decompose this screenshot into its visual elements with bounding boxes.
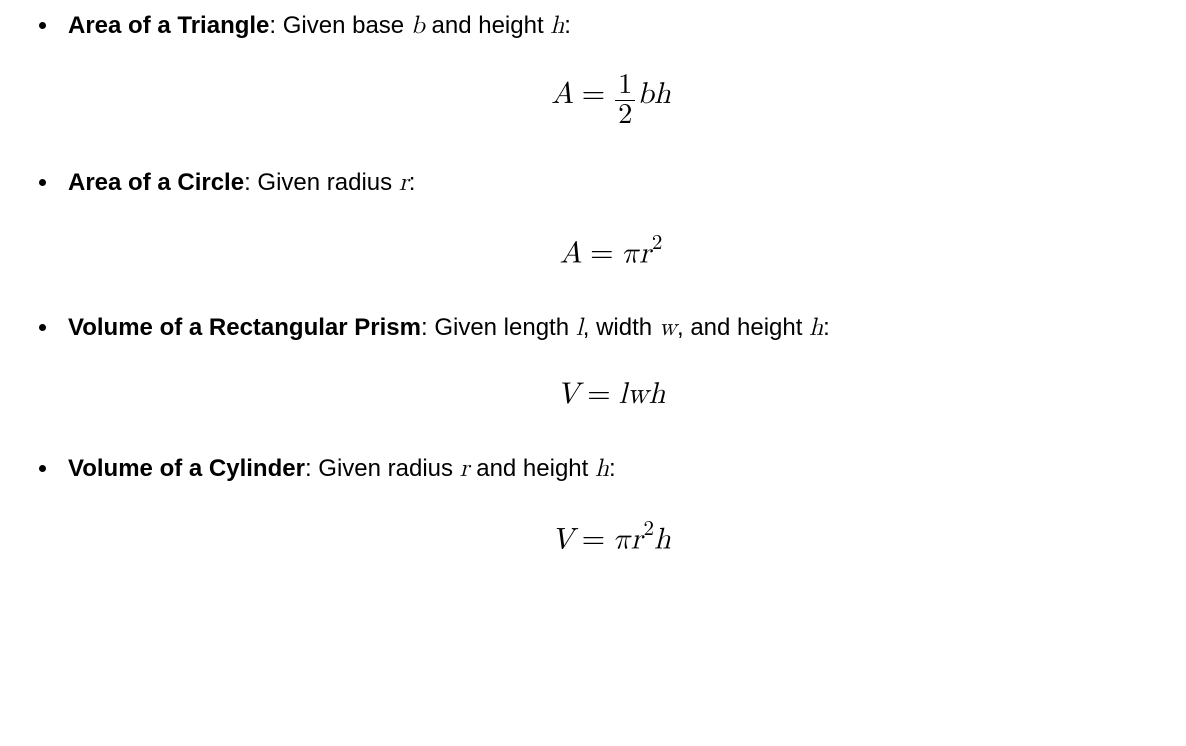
- formula-lhs: A: [560, 238, 583, 268]
- math-variable: h: [595, 456, 609, 481]
- formula-exponent: 2: [644, 519, 655, 540]
- formula-display: A=12bh: [68, 71, 1154, 129]
- item-label: Volume of a Cylinder: Given radius r and…: [68, 455, 616, 482]
- formula-list: Area of a Triangle: Given base b and hei…: [32, 8, 1154, 560]
- item-desc: and height: [425, 12, 550, 39]
- math-variable: h: [550, 13, 564, 38]
- item-desc: :: [823, 314, 830, 341]
- formula-lhs: A: [551, 79, 574, 109]
- item-desc: : Given base: [269, 12, 410, 39]
- item-label: Area of a Triangle: Given base b and hei…: [68, 12, 571, 39]
- item-desc: :: [609, 455, 616, 482]
- equals-sign: =: [579, 379, 618, 409]
- list-item: Area of a Circle: Given radius r: A=πr2: [60, 165, 1154, 274]
- pi-symbol: π: [621, 238, 639, 268]
- math-variable: r: [399, 170, 409, 195]
- math-variable: h: [809, 315, 823, 340]
- item-label: Area of a Circle: Given radius r:: [68, 169, 415, 196]
- pi-symbol: π: [613, 524, 631, 554]
- list-item: Area of a Triangle: Given base b and hei…: [60, 8, 1154, 129]
- item-title: Volume of a Cylinder: [68, 455, 305, 482]
- item-desc: :: [409, 169, 416, 196]
- formula-lhs: V: [557, 379, 580, 409]
- math-variable: w: [659, 315, 677, 340]
- list-item: Volume of a Cylinder: Given radius r and…: [60, 451, 1154, 560]
- item-desc: :: [564, 12, 571, 39]
- fraction: 12: [615, 71, 635, 129]
- item-desc: : Given radius: [305, 455, 460, 482]
- math-variable: l: [576, 315, 583, 340]
- equals-sign: =: [574, 79, 613, 109]
- item-desc: , and height: [677, 314, 809, 341]
- formula-base: r: [631, 524, 643, 554]
- math-variable: r: [460, 456, 470, 481]
- item-title: Volume of a Rectangular Prism: [68, 314, 421, 341]
- math-variable: b: [411, 13, 425, 38]
- list-item: Volume of a Rectangular Prism: Given len…: [60, 310, 1154, 415]
- item-label: Volume of a Rectangular Prism: Given len…: [68, 314, 830, 341]
- fraction-numerator: 1: [615, 71, 635, 101]
- fraction-denominator: 2: [615, 101, 635, 130]
- equals-sign: =: [582, 238, 621, 268]
- item-desc: : Given length: [421, 314, 576, 341]
- formula-rhs: bh: [637, 79, 670, 109]
- formula-display: V=πr2h: [68, 515, 1154, 561]
- equals-sign: =: [574, 524, 613, 554]
- formula-exponent: 2: [652, 233, 663, 254]
- item-title: Area of a Circle: [68, 169, 244, 196]
- item-desc: : Given radius: [244, 169, 399, 196]
- item-desc: , width: [583, 314, 659, 341]
- formula-lhs: V: [551, 524, 574, 554]
- formula-display: V=lwh: [68, 373, 1154, 415]
- formula-base: r: [639, 238, 651, 268]
- formula-rhs: lwh: [619, 379, 666, 409]
- formula-after: h: [654, 524, 671, 554]
- formula-display: A=πr2: [68, 229, 1154, 275]
- item-title: Area of a Triangle: [68, 12, 269, 39]
- item-desc: and height: [470, 455, 595, 482]
